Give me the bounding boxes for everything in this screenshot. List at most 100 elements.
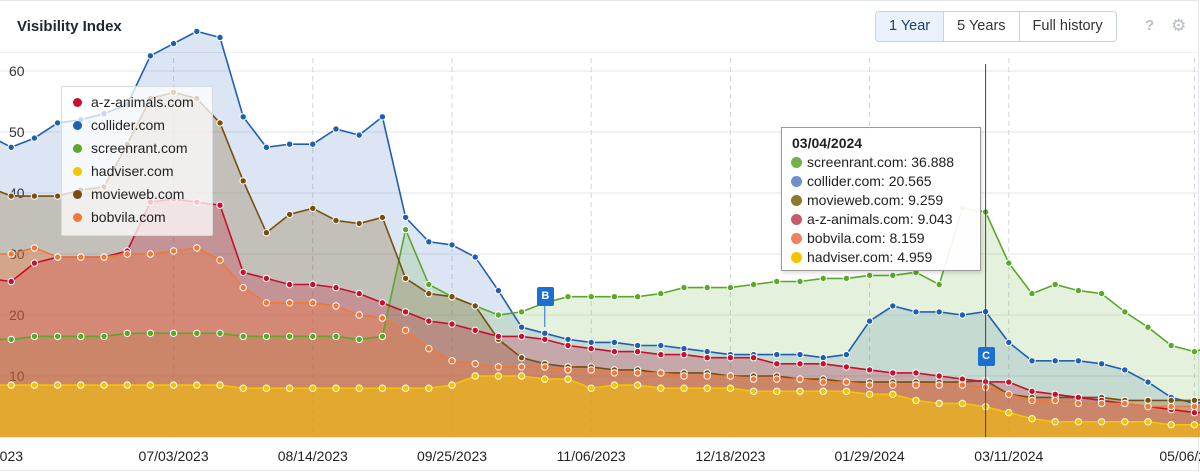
data-point [100, 332, 108, 341]
data-point [401, 326, 410, 334]
annotation-marker-b[interactable]: B [536, 287, 554, 306]
data-point [285, 384, 294, 392]
data-point [1121, 308, 1129, 316]
data-point [355, 289, 363, 298]
series-line-collider [0, 30, 1200, 405]
data-point [680, 350, 688, 359]
data-point [53, 332, 62, 341]
data-point [262, 143, 271, 152]
data-point [703, 347, 711, 356]
data-point [355, 131, 363, 139]
data-point [1051, 357, 1059, 365]
data-point [448, 320, 456, 328]
data-point [285, 280, 294, 289]
data-point [355, 335, 363, 344]
data-point [239, 332, 247, 341]
data-point [889, 381, 897, 389]
series-area-a-z-animals [0, 199, 1200, 437]
data-point [842, 363, 851, 371]
data-point [564, 366, 572, 374]
tooltip-value: hadviser.com: 4.959 [807, 249, 933, 265]
data-point [193, 381, 201, 389]
tooltip-dot [791, 252, 802, 263]
data-point [401, 225, 410, 234]
page-title: Visibility Index [17, 18, 122, 35]
header-divider [0, 52, 1199, 53]
data-point [169, 329, 178, 337]
legend-item-movieweb[interactable]: movieweb.com [73, 183, 184, 205]
data-point [796, 375, 804, 383]
data-point [123, 250, 131, 258]
data-point [773, 375, 781, 383]
data-point [935, 308, 943, 316]
data-point [378, 332, 387, 341]
data-point [1190, 396, 1199, 405]
data-point [262, 384, 271, 392]
data-point [657, 350, 665, 359]
data-point [912, 381, 920, 389]
data-point [633, 369, 642, 377]
annotation-marker-c[interactable]: C [977, 347, 995, 366]
data-point [773, 360, 781, 368]
data-point [796, 350, 804, 359]
data-point [355, 219, 363, 228]
data-point [30, 244, 39, 252]
data-point [703, 372, 711, 380]
range-5-years-button[interactable]: 5 Years [943, 12, 1019, 41]
data-point [77, 381, 85, 389]
x-tick-label: 09/25/2023 [417, 448, 487, 464]
legend-label: movieweb.com [91, 186, 185, 202]
data-point [1028, 357, 1036, 365]
data-point [1051, 280, 1059, 289]
data-point [564, 375, 572, 383]
legend-item-collider[interactable]: collider.com [73, 114, 165, 136]
tooltip-value: movieweb.com: 9.259 [807, 192, 944, 208]
tooltip-dot [791, 214, 802, 225]
legend-item-screenrant[interactable]: screenrant.com [73, 137, 187, 159]
data-point [1097, 360, 1106, 368]
data-point [216, 201, 224, 209]
data-point [610, 293, 619, 301]
data-point [1005, 390, 1013, 398]
data-point [657, 384, 665, 392]
data-point [726, 372, 735, 380]
data-point [30, 134, 39, 142]
data-point [517, 363, 526, 371]
tooltip-row: bobvila.com: 8.159 [791, 229, 925, 248]
legend-item-hadviser[interactable]: hadviser.com [73, 160, 173, 182]
data-point [610, 381, 619, 389]
range-full-history-button[interactable]: Full history [1018, 12, 1116, 41]
data-point [680, 283, 688, 292]
legend-item-a-z-animals[interactable]: a-z-animals.com [73, 91, 194, 113]
data-point [1167, 421, 1175, 429]
data-point [7, 192, 15, 200]
data-point [796, 360, 804, 368]
legend-label: bobvila.com [91, 209, 166, 225]
gear-icon[interactable]: ⚙ [1171, 16, 1187, 35]
data-point [1190, 408, 1199, 417]
data-point [796, 387, 804, 395]
data-point [773, 277, 781, 286]
legend-item-bobvila[interactable]: bobvila.com [73, 206, 166, 228]
data-point [332, 302, 340, 310]
data-point [935, 372, 943, 380]
series-area-hadviser [0, 376, 1200, 437]
data-point [77, 332, 85, 341]
data-point [1028, 387, 1036, 395]
series-line-screenrant [0, 207, 1200, 353]
data-point [30, 332, 39, 341]
data-point [1144, 402, 1152, 411]
data-point [285, 140, 294, 148]
data-point [425, 238, 433, 246]
tooltip-row: a-z-animals.com: 9.043 [791, 210, 953, 229]
data-point [587, 338, 595, 347]
data-point [1121, 418, 1129, 426]
data-point [1074, 286, 1083, 295]
data-point [332, 283, 340, 292]
data-point [309, 280, 317, 289]
range-1-year-button[interactable]: 1 Year [876, 12, 944, 41]
question-icon[interactable]: ? [1145, 17, 1155, 34]
data-point [494, 363, 503, 371]
data-point [53, 253, 62, 261]
